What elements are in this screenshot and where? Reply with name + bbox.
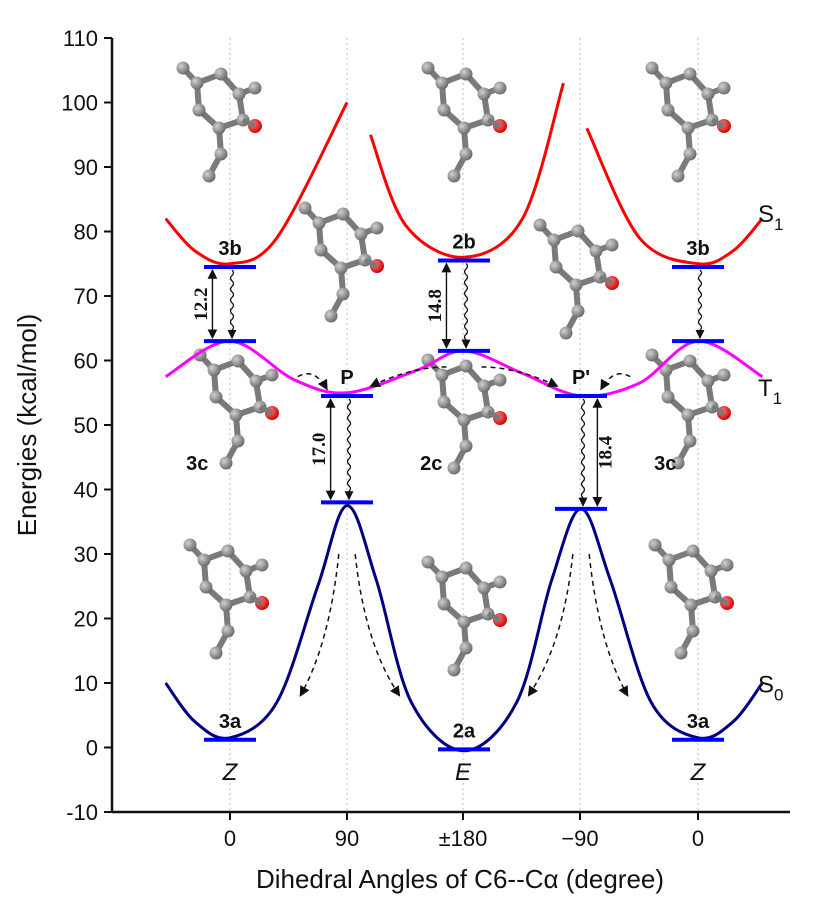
curve-S1-1 <box>369 82 565 259</box>
curve-label-T1: T1 <box>758 375 782 408</box>
axes <box>104 37 790 820</box>
y-tick-label: 40 <box>74 478 98 503</box>
isomer-label: E <box>455 759 472 786</box>
dashed-arrow-t1-2 <box>481 366 559 388</box>
relaxation-arrow-0 <box>227 269 237 340</box>
state-label: 2b <box>452 232 475 254</box>
relaxation-arrow-2 <box>695 269 705 340</box>
energy-gap-label: 14.8 <box>425 289 446 322</box>
state-label: 2a <box>453 720 476 742</box>
x-tick-label: ±180 <box>439 826 488 851</box>
curve-S1-0 <box>164 101 349 266</box>
molecule-icon <box>194 349 280 470</box>
x-tick-label: 0 <box>692 826 704 851</box>
state-label: 3b <box>686 238 709 260</box>
curve-S1-2 <box>585 127 764 266</box>
y-axis-title: Energies (kcal/mol) <box>12 314 42 537</box>
molecule-icon <box>184 539 270 660</box>
x-tick-label: −90 <box>561 826 598 851</box>
energy-levels <box>204 258 724 752</box>
isomer-label: Z <box>690 759 707 786</box>
molecule-icon <box>649 539 735 660</box>
y-tick-label: 70 <box>74 284 98 309</box>
energy-gap-label: 17.0 <box>309 433 330 466</box>
molecule-icon <box>422 62 508 183</box>
y-tick-label: 80 <box>74 220 98 245</box>
dashed-arrow-t1-3 <box>600 373 631 391</box>
y-tick-label: 0 <box>86 736 98 761</box>
transition-arrows <box>207 262 705 697</box>
dashed-arrow-t1-1 <box>369 366 447 388</box>
molecule-icon <box>646 349 732 470</box>
y-tick-label: 30 <box>74 542 98 567</box>
molecule-icon <box>646 62 732 183</box>
state-label: 2c <box>420 453 442 475</box>
state-label: 3c <box>654 453 676 475</box>
energy-gap-label: 18.4 <box>596 435 617 469</box>
relaxation-arrow-3 <box>344 398 354 501</box>
relaxation-arrow-1 <box>461 263 471 349</box>
state-label: 3a <box>687 711 710 733</box>
dashed-arrow-s0-3 <box>588 553 629 697</box>
state-label: P <box>340 367 353 389</box>
chart-labels: 3b 2b 3b P P' 3a 2a 3a 3c 2c 3c 12.2 14.8 17.0 18.4 -10… <box>12 26 783 894</box>
y-tick-label: -10 <box>66 800 98 825</box>
isomer-label: Z <box>222 759 239 786</box>
dashed-arrow-s0-2 <box>527 553 574 697</box>
y-tick-label: 110 <box>63 26 98 51</box>
x-axis-title: Dihedral Angles of C6--Cα (degree) <box>256 864 664 894</box>
molecule-icon <box>422 556 508 677</box>
y-tick-label: 100 <box>61 91 98 116</box>
state-label: P' <box>572 367 590 389</box>
x-tick-label: 0 <box>224 826 236 851</box>
molecule-structures <box>177 62 735 677</box>
dashed-arrow-s0-0 <box>299 553 340 697</box>
y-tick-label: 10 <box>74 671 98 696</box>
energy-gap-label: 12.2 <box>191 287 212 320</box>
y-tick-label: 20 <box>74 607 98 632</box>
curve-label-S0: S0 <box>758 672 783 705</box>
state-label: 3b <box>218 238 241 260</box>
y-tick-label: 90 <box>74 155 98 180</box>
y-tick-label: 50 <box>74 413 98 438</box>
dashed-arrow-s0-1 <box>354 553 401 697</box>
x-tick-label: 90 <box>335 826 359 851</box>
dashed-arrow-t1-0 <box>297 373 328 391</box>
state-label: 3a <box>219 711 242 733</box>
state-label: 3c <box>186 453 208 475</box>
molecule-icon <box>299 202 385 323</box>
y-tick-label: 60 <box>74 349 98 374</box>
curve-label-S1: S1 <box>758 201 783 234</box>
molecule-icon <box>534 219 620 340</box>
molecule-icon <box>177 62 263 183</box>
relaxation-arrow-4 <box>578 398 588 507</box>
